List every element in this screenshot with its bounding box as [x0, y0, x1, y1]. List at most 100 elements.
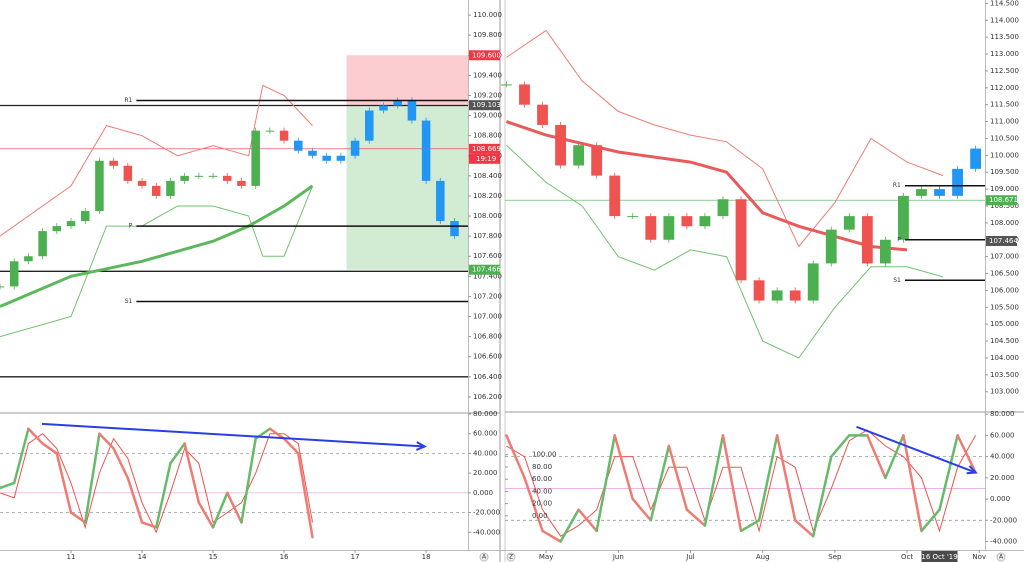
oscillator-segment [83, 432, 101, 524]
candle [519, 84, 530, 105]
oscillator-segment [27, 427, 44, 445]
candle [645, 216, 657, 240]
price-label-box [986, 195, 1017, 206]
oscillator-segment [830, 434, 851, 458]
candle [80, 211, 90, 222]
candle [208, 175, 218, 177]
oscillator-segment [226, 491, 243, 524]
oscillator-segment [0, 481, 16, 490]
y-tick-label: 0.000 [473, 489, 493, 497]
oscillator-segment [703, 434, 725, 527]
oscillator-segment [739, 519, 761, 533]
pivot-label: R1 [893, 182, 901, 189]
price-label-box [469, 100, 500, 111]
y-tick-label: 40.000 [473, 449, 498, 457]
y2-tick-label: 20.00 [532, 500, 552, 508]
oscillator-segment [938, 434, 959, 511]
candle [450, 221, 459, 237]
oscillator-segment [721, 434, 743, 533]
candle [934, 189, 945, 196]
x-tick-label: Jun [612, 553, 624, 561]
trend-arrow [856, 425, 976, 474]
x-tick-label: 18 [422, 553, 431, 561]
candle [537, 104, 548, 125]
oscillator-segment [297, 452, 314, 539]
candle [279, 130, 289, 141]
candle [609, 175, 621, 217]
pivot-label: R1 [124, 97, 132, 104]
oscillator-segment [685, 508, 707, 527]
y2-tick-label: 0.00 [532, 512, 548, 520]
oscillator-line [506, 429, 977, 537]
y-tick-label: 105.000 [990, 320, 1019, 328]
y-tick-label: 109.400 [473, 71, 502, 79]
y-tick-label: 20.000 [990, 474, 1015, 482]
x-tick-label: Sep [828, 553, 842, 561]
y-tick-label: 107.200 [473, 292, 502, 300]
y-tick-label: 111.500 [990, 101, 1019, 109]
candle [591, 145, 603, 176]
y2-tick-label: 60.00 [532, 475, 552, 483]
candle [308, 150, 317, 156]
stop-zone [346, 55, 468, 106]
candle [501, 84, 512, 86]
oscillator-segment [211, 491, 229, 529]
axis-button[interactable] [506, 552, 516, 562]
candle [663, 216, 675, 240]
candle [95, 160, 104, 212]
candle [393, 100, 402, 106]
y-tick-label: 104.000 [990, 354, 1019, 362]
candle [365, 110, 374, 141]
candle [66, 221, 76, 227]
y-tick-label: 80.000 [990, 410, 1015, 418]
oscillator-segment [757, 434, 779, 522]
y-tick-label: 60.000 [473, 430, 498, 438]
oscillator-segment [98, 432, 115, 450]
indicator-line [0, 184, 314, 308]
candle [336, 155, 346, 161]
candle [699, 216, 711, 227]
oscillator-segment [154, 462, 172, 529]
y-tick-label: 110.500 [990, 134, 1019, 142]
candle [916, 189, 927, 196]
candle [137, 180, 147, 186]
oscillator-segment [140, 521, 158, 529]
candle [322, 155, 331, 161]
y-tick-label: 107.000 [473, 313, 502, 321]
price-label-box [469, 50, 500, 61]
oscillator-line [0, 433, 313, 534]
candle [807, 263, 819, 301]
oscillator-segment [866, 434, 887, 480]
pivot-label: P [129, 223, 133, 230]
axis-button[interactable] [996, 552, 1006, 562]
x-tick-label: Nov [972, 553, 986, 561]
y-tick-label: 60.000 [990, 431, 1015, 439]
y-tick-label: 113.000 [990, 50, 1019, 58]
oscillator-segment [523, 476, 544, 533]
x-tick-label: Jul [685, 553, 695, 561]
axis-button[interactable] [479, 552, 489, 562]
axis-button-label: A [482, 554, 487, 561]
oscillator-segment [112, 447, 130, 480]
x-tick-label: Aug [756, 553, 770, 561]
y-tick-label: 0.000 [990, 495, 1010, 503]
indicator-line [506, 29, 944, 248]
y-tick-label: 108.200 [473, 192, 502, 200]
arrow-head [415, 441, 427, 451]
y-tick-label: -20.000 [990, 516, 1017, 524]
y-tick-label: 106.200 [473, 393, 502, 401]
candle [265, 130, 275, 132]
y-tick-label: 107.400 [473, 272, 502, 280]
axis-button-label: A [999, 554, 1004, 561]
y-tick-label: 114.000 [990, 16, 1019, 24]
y2-tick-label: 80.00 [532, 463, 552, 471]
y-tick-label: 112.000 [990, 84, 1019, 92]
y-tick-label: 80.000 [473, 410, 498, 418]
y-tick-label: 110.000 [473, 11, 502, 19]
candle [627, 216, 639, 218]
oscillator-segment [282, 437, 300, 455]
y-tick-label: 105.500 [990, 303, 1019, 311]
candle [555, 124, 566, 166]
candle [825, 229, 837, 264]
price-label: 108.671 [989, 196, 1018, 204]
